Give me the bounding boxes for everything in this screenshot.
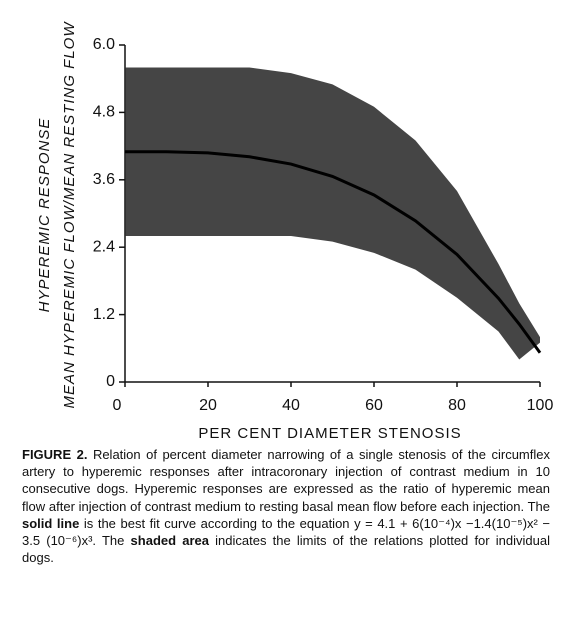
y-axis-label: HYPEREMIC RESPONSE: [36, 118, 53, 313]
chart: PER CENT DIAMETER STENOSIS HYPEREMIC RES…: [36, 21, 554, 440]
x-tick-label: 0: [113, 397, 122, 414]
y-tick-label: 0: [106, 373, 115, 390]
caption-text: Relation of percent diameter narrowing o…: [22, 447, 550, 514]
caption: FIGURE 2. Relation of percent diameter n…: [22, 446, 550, 566]
caption-text: is the best fit curve according to the e…: [22, 515, 551, 549]
caption-emphasis: solid line: [22, 515, 80, 531]
y-tick-label: 4.8: [93, 104, 115, 121]
y-tick-label: 3.6: [93, 171, 115, 188]
x-axis-label: PER CENT DIAMETER STENOSIS: [198, 425, 461, 440]
x-tick-label: 40: [282, 397, 300, 414]
y-axis-label: MEAN HYPEREMIC FLOW/MEAN RESTING FLOW: [61, 21, 78, 409]
y-tick-label: 2.4: [93, 238, 115, 255]
y-tick-label: 6.0: [93, 36, 115, 53]
x-tick-label: 80: [448, 397, 466, 414]
caption-label: FIGURE 2.: [22, 447, 88, 462]
x-tick-label: 20: [199, 397, 217, 414]
x-tick-label: 60: [365, 397, 383, 414]
y-tick-label: 1.2: [93, 306, 115, 323]
caption-text: indicates the limits of the relations pl…: [22, 533, 550, 566]
fit-line: [125, 150, 542, 354]
caption-emphasis: shaded area: [130, 533, 209, 549]
shaded-area: [125, 67, 540, 360]
x-tick-label: 100: [527, 397, 554, 414]
